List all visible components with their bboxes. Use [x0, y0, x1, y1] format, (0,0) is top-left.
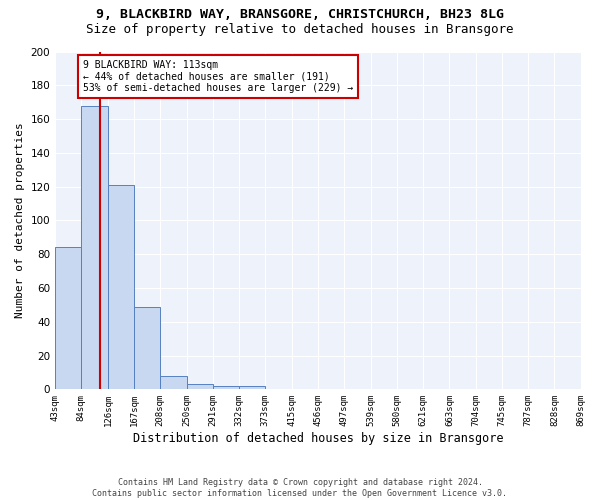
Text: Size of property relative to detached houses in Bransgore: Size of property relative to detached ho… [86, 22, 514, 36]
X-axis label: Distribution of detached houses by size in Bransgore: Distribution of detached houses by size … [133, 432, 503, 445]
Y-axis label: Number of detached properties: Number of detached properties [15, 122, 25, 318]
Bar [187, 384, 213, 390]
Text: Contains HM Land Registry data © Crown copyright and database right 2024.
Contai: Contains HM Land Registry data © Crown c… [92, 478, 508, 498]
Bar [134, 306, 160, 390]
Text: 9 BLACKBIRD WAY: 113sqm
← 44% of detached houses are smaller (191)
53% of semi-d: 9 BLACKBIRD WAY: 113sqm ← 44% of detache… [83, 60, 353, 93]
Text: 9, BLACKBIRD WAY, BRANSGORE, CHRISTCHURCH, BH23 8LG: 9, BLACKBIRD WAY, BRANSGORE, CHRISTCHURC… [96, 8, 504, 20]
Bar [108, 185, 134, 390]
Bar [160, 376, 187, 390]
Bar [55, 248, 81, 390]
Bar [239, 386, 265, 390]
Bar [81, 106, 108, 390]
Bar [213, 386, 239, 390]
